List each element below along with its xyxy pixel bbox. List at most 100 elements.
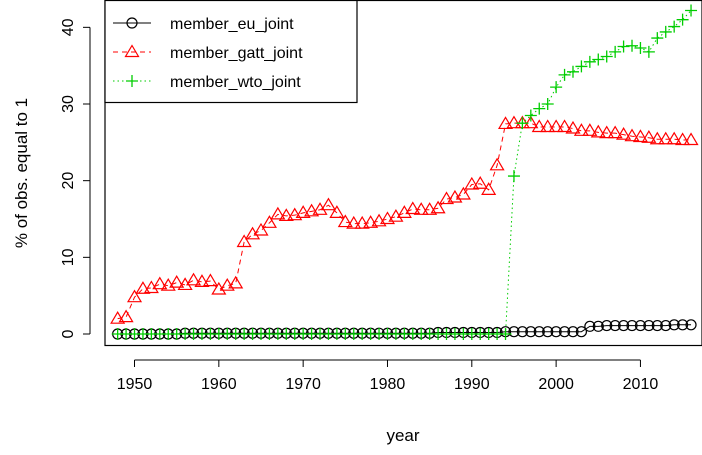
data-point	[261, 215, 277, 228]
data-point	[329, 205, 345, 218]
x-tick-label: 1970	[285, 376, 321, 393]
data-point	[447, 189, 463, 203]
axes-layer: 1950 1960 1970 1980 1990 2000 2010 0 10 20 30 40	[60, 18, 658, 393]
data-point	[430, 200, 446, 214]
x-tick-label: 1990	[454, 376, 490, 393]
data-point	[626, 319, 638, 332]
data-point	[573, 123, 589, 136]
data-point	[600, 50, 613, 63]
data-point	[337, 214, 353, 228]
data-point	[253, 222, 269, 236]
data-point	[499, 328, 512, 340]
data-point	[422, 202, 438, 215]
x-tick-label: 1960	[201, 376, 237, 393]
data-point	[583, 55, 596, 68]
data-point	[541, 98, 554, 110]
data-point	[617, 40, 630, 53]
data-point	[320, 197, 337, 211]
data-point	[118, 309, 134, 323]
data-point	[531, 119, 547, 133]
data-point	[565, 120, 581, 134]
data-point	[312, 202, 328, 215]
data-point	[270, 206, 286, 220]
legend-label: member_gatt_joint	[170, 45, 303, 62]
data-point	[405, 201, 421, 215]
legend-label: member_eu_joint	[170, 16, 294, 33]
data-point	[110, 310, 126, 324]
data-point	[202, 273, 218, 287]
data-point	[685, 4, 698, 17]
y-tick-label: 40	[60, 18, 77, 36]
data-point	[566, 65, 579, 78]
data-point	[472, 176, 488, 189]
data-point	[649, 131, 665, 145]
legend-marker	[124, 44, 140, 58]
data-point	[592, 53, 605, 66]
data-point	[152, 276, 168, 290]
data-point	[507, 170, 520, 183]
data-point	[278, 208, 294, 222]
data-point	[506, 115, 522, 129]
x-tick-label: 2000	[538, 376, 574, 393]
series-layer	[110, 4, 699, 340]
data-point	[685, 319, 697, 331]
data-point	[666, 131, 682, 145]
data-point	[658, 131, 674, 145]
data-point	[523, 115, 539, 129]
data-point	[617, 319, 630, 332]
data-point	[481, 182, 497, 195]
data-point	[609, 319, 621, 332]
series-line	[117, 122, 692, 320]
legend-box	[104, 0, 358, 104]
data-point	[634, 319, 647, 332]
data-point	[550, 326, 562, 338]
data-point	[550, 81, 563, 94]
data-point	[525, 326, 537, 338]
data-point	[660, 319, 672, 332]
data-point	[575, 60, 588, 73]
data-point	[601, 319, 613, 332]
data-point	[438, 191, 455, 205]
data-point	[607, 125, 623, 139]
data-point	[590, 124, 606, 138]
data-point	[676, 13, 689, 26]
data-point	[584, 320, 596, 332]
data-point	[135, 281, 151, 294]
data-point	[624, 128, 640, 142]
data-point	[634, 42, 647, 55]
data-point	[542, 326, 554, 338]
legend: member_eu_joint member_gatt_joint member_w…	[104, 0, 358, 104]
legend-label: member_wto_joint	[170, 74, 301, 91]
data-point	[675, 132, 691, 146]
data-point	[413, 202, 429, 215]
y-tick-label: 0	[60, 329, 77, 338]
data-point	[643, 319, 655, 332]
data-point	[540, 119, 556, 133]
data-point	[582, 123, 598, 136]
data-point	[228, 275, 244, 289]
data-point	[508, 326, 520, 338]
y-tick-label: 20	[60, 172, 77, 190]
data-point	[497, 116, 514, 130]
data-point	[651, 319, 663, 332]
legend-marker	[126, 75, 138, 87]
x-tick-label: 1950	[117, 376, 153, 393]
data-point	[304, 203, 320, 217]
data-point	[599, 125, 615, 139]
data-point	[354, 215, 370, 229]
data-point	[557, 119, 573, 133]
legend-marker	[126, 17, 138, 29]
data-point	[641, 130, 657, 143]
data-point	[346, 215, 362, 229]
data-point	[194, 274, 210, 287]
data-point	[616, 126, 632, 140]
data-point	[651, 32, 664, 45]
data-point	[455, 186, 471, 200]
data-point	[677, 319, 689, 331]
data-point	[185, 272, 202, 286]
y-tick-label: 10	[60, 248, 77, 266]
data-point	[626, 39, 639, 52]
data-point	[567, 326, 579, 338]
data-point	[632, 129, 648, 143]
